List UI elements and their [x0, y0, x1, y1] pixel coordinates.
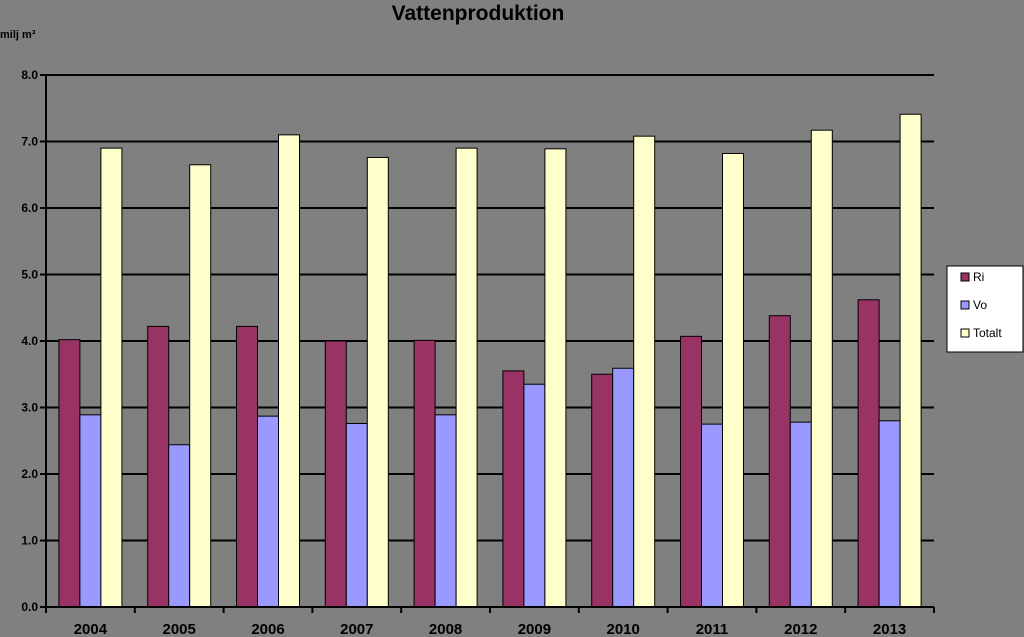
y-tick-label: 0.0 — [21, 600, 38, 614]
bar-vo-2011 — [701, 423, 723, 608]
bar-vo-2010 — [612, 367, 635, 608]
bar-vo-2008 — [434, 414, 457, 608]
legend-label-totalt: Totalt — [973, 326, 1002, 340]
y-tick-label: 2.0 — [21, 467, 38, 481]
legend-swatch-ri — [960, 272, 970, 282]
bar-ri-2010 — [591, 373, 614, 608]
bar-ri-2009 — [502, 370, 525, 608]
x-tick-label: 2011 — [696, 621, 729, 637]
x-tick-label: 2006 — [251, 621, 284, 637]
bar-totalt-2011 — [722, 152, 744, 608]
x-tick-label: 2012 — [784, 621, 817, 637]
bar-ri-2005 — [147, 325, 170, 608]
y-tick-labels: 0.0 1.0 2.0 3.0 4.0 5.0 6.0 7.0 8.0 — [21, 68, 38, 614]
bar-vo-2006 — [257, 415, 279, 608]
axes — [45, 75, 935, 613]
x-tick-label: 2010 — [607, 621, 640, 637]
y-tick-label: 3.0 — [21, 401, 38, 415]
bar-vo-2004 — [79, 414, 102, 608]
legend-box — [946, 265, 1024, 353]
bar-vo-2007 — [345, 422, 368, 608]
bar-totalt-2013 — [899, 113, 922, 608]
bar-vo-2009 — [523, 383, 546, 608]
bar-ri-2008 — [413, 339, 436, 608]
bar-totalt-2005 — [189, 164, 212, 608]
y-tick-label: 8.0 — [21, 68, 38, 82]
bar-ri-2004 — [58, 339, 81, 608]
x-tick-label: 2009 — [518, 621, 551, 637]
bar-totalt-2009 — [544, 148, 567, 608]
y-tick-label: 7.0 — [21, 135, 38, 149]
y-tick-label: 4.0 — [21, 334, 38, 348]
x-tick-label: 2013 — [873, 621, 906, 637]
legend-label-ri: Ri — [973, 270, 984, 284]
bar-ri-2012 — [768, 315, 791, 608]
legend-swatch-totalt — [960, 328, 970, 338]
bar-totalt-2012 — [810, 129, 833, 608]
bar-vo-2012 — [789, 421, 812, 608]
x-tick-label: 2005 — [163, 621, 196, 637]
bar-totalt-2010 — [633, 135, 656, 608]
y-tick-label: 6.0 — [21, 201, 38, 215]
x-tick-label: 2004 — [74, 621, 108, 637]
y-tick-label: 5.0 — [21, 268, 38, 282]
x-tick-label: 2007 — [340, 621, 373, 637]
bar-vo-2005 — [168, 444, 191, 608]
x-tick-labels: 2004 2005 2006 2007 2008 2009 2010 2011 2012 2013 — [74, 621, 907, 637]
bar-totalt-2008 — [455, 147, 478, 608]
bar-ri-2007 — [324, 340, 347, 608]
chart-title: Vattenproduktion — [392, 2, 565, 25]
bar-totalt-2007 — [366, 156, 389, 608]
bar-ri-2011 — [680, 335, 702, 608]
bar-vo-2013 — [878, 420, 901, 608]
legend: Ri Vo Totalt — [946, 265, 1024, 353]
bar-ri-2013 — [857, 299, 880, 608]
bar-ri-2006 — [236, 325, 258, 608]
bar-totalt-2006 — [278, 134, 300, 608]
y-axis-label: milj m³ — [0, 29, 36, 41]
bar-totalt-2004 — [100, 147, 123, 608]
bars — [58, 113, 922, 608]
legend-label-vo: Vo — [973, 298, 987, 312]
x-tick-label: 2008 — [429, 621, 462, 637]
legend-swatch-vo — [960, 300, 970, 310]
y-tick-label: 1.0 — [21, 534, 38, 548]
